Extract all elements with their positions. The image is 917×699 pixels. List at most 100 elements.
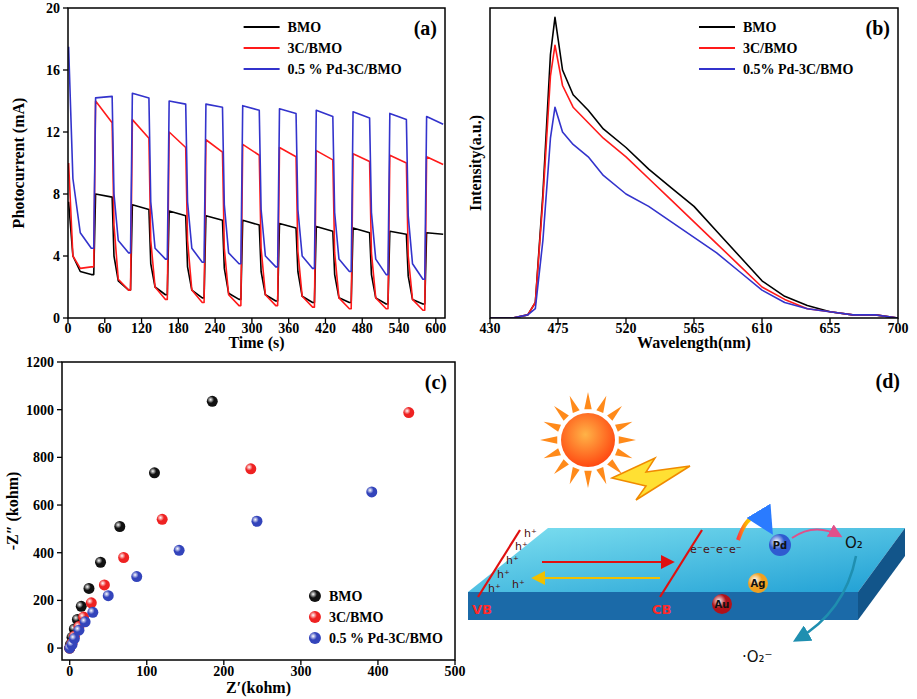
legend: BMO3C/BMO0.5 % Pd-3C/BMO (244, 20, 402, 77)
panel: 0100200300400500020040060080010001200Z′(… (4, 355, 466, 697)
panel-label: (b) (866, 17, 890, 40)
metal-label: Pd (773, 540, 788, 551)
legend-swatch (309, 611, 321, 623)
x-tick-label: 60 (98, 321, 112, 336)
y-tick-label: 12 (46, 125, 60, 140)
sun-ray (584, 471, 591, 488)
sun-ray (540, 436, 557, 443)
metal-label: Ag (751, 578, 766, 589)
sun-ray (544, 448, 561, 458)
series-line (490, 107, 898, 318)
x-tick-label: 480 (352, 321, 373, 336)
y-axis-title: Intensity(a.u.) (467, 115, 485, 211)
series-line (490, 17, 898, 318)
x-tick-label: 0 (66, 664, 73, 679)
y-tick (57, 504, 62, 505)
sun-ray (596, 467, 606, 484)
figure: 060120180240300360420480540600048121620T… (0, 0, 917, 699)
x-tick-label: 420 (315, 321, 336, 336)
plot-frame (62, 362, 455, 660)
panel: 430475520565610655700Wavelength(nm)Inten… (467, 8, 909, 352)
sun-ray (570, 467, 580, 484)
hole-label: h⁺ (488, 582, 501, 595)
y-tick-label: 1200 (26, 355, 54, 370)
hole-label: h⁺ (497, 568, 510, 581)
x-axis-title: Wavelength(nm) (637, 334, 751, 352)
scatter-point (103, 590, 114, 601)
x-tick-label: 400 (367, 664, 388, 679)
scatter-point (403, 407, 414, 418)
hole-label: h⁺ (515, 540, 528, 553)
diagram: VBCBh⁺h⁺h⁺h⁺h⁺h⁺e⁻e⁻e⁻e⁻PdAgAuO₂·O₂⁻(d) (468, 370, 905, 666)
sun (561, 413, 615, 467)
sun-ray (554, 406, 569, 421)
x-axis-title: Z′(kohm) (226, 679, 291, 697)
x-tick-label: 200 (213, 664, 234, 679)
y-tick-label: 20 (46, 1, 60, 16)
legend-label: BMO (329, 589, 363, 604)
y-tick-label: 0 (47, 641, 54, 656)
electron-label: e⁻ (690, 543, 703, 556)
scatter-point (207, 396, 218, 407)
y-tick (57, 409, 62, 410)
scatter-point (118, 552, 129, 563)
legend-label: 3C/BMO (288, 41, 343, 56)
plot-data (490, 17, 898, 318)
legend-swatch (699, 68, 735, 70)
x-tick-label: 0 (65, 321, 72, 336)
transfer-arc (738, 517, 770, 540)
series-line (69, 101, 444, 310)
slab-top (468, 528, 905, 592)
panel-label: (c) (425, 371, 447, 394)
y-tick (63, 131, 68, 132)
y-tick-label: 16 (46, 63, 60, 78)
x-tick-label: 475 (548, 321, 569, 336)
y-tick (57, 361, 62, 362)
x-tick-label: 540 (389, 321, 410, 336)
metal-sphere (748, 573, 768, 593)
hole-label: h⁺ (512, 578, 525, 591)
radical-arrow (796, 556, 856, 640)
hole-label: h⁺ (506, 554, 519, 567)
y-tick (57, 647, 62, 648)
scatter-point (86, 597, 97, 608)
sun-ray (615, 448, 632, 458)
cb-line (660, 530, 702, 597)
o2-arrow (792, 529, 840, 538)
recombination-arrow (534, 577, 660, 579)
scatter-point (131, 571, 142, 582)
y-tick-label: 400 (33, 546, 54, 561)
legend-swatch (244, 26, 280, 28)
x-tick-label: 610 (752, 321, 773, 336)
y-tick-label: 800 (33, 450, 54, 465)
y-tick (57, 457, 62, 458)
excitation-arrow (542, 561, 672, 563)
y-tick (63, 193, 68, 194)
y-tick (63, 317, 68, 318)
metal-label: Au (715, 599, 730, 610)
sun-ray (596, 396, 606, 413)
x-tick-label: 655 (820, 321, 841, 336)
scatter-point (114, 521, 125, 532)
y-tick-label: 600 (33, 498, 54, 513)
x-tick-label: 700 (888, 321, 909, 336)
x-tick-label: 300 (290, 664, 311, 679)
panel: 060120180240300360420480540600048121620T… (10, 1, 446, 352)
sun-ray (584, 392, 591, 409)
plot-data (69, 47, 444, 311)
slab-side (858, 528, 905, 620)
slab-front (468, 592, 858, 620)
scatter-point (80, 616, 91, 627)
legend-swatch (699, 47, 735, 49)
panel-label: (d) (876, 370, 900, 393)
x-tick-label: 600 (425, 321, 446, 336)
legend-swatch (309, 590, 321, 602)
y-tick-label: 1000 (26, 403, 54, 418)
y-tick (63, 69, 68, 70)
plot-frame (68, 8, 445, 318)
band-label: VB (472, 602, 492, 617)
radical-label: ·O₂⁻ (742, 648, 773, 666)
y-axis-title: Photocurrent (mA) (10, 98, 28, 229)
legend-swatch (244, 68, 280, 70)
sun-ray (619, 436, 636, 443)
